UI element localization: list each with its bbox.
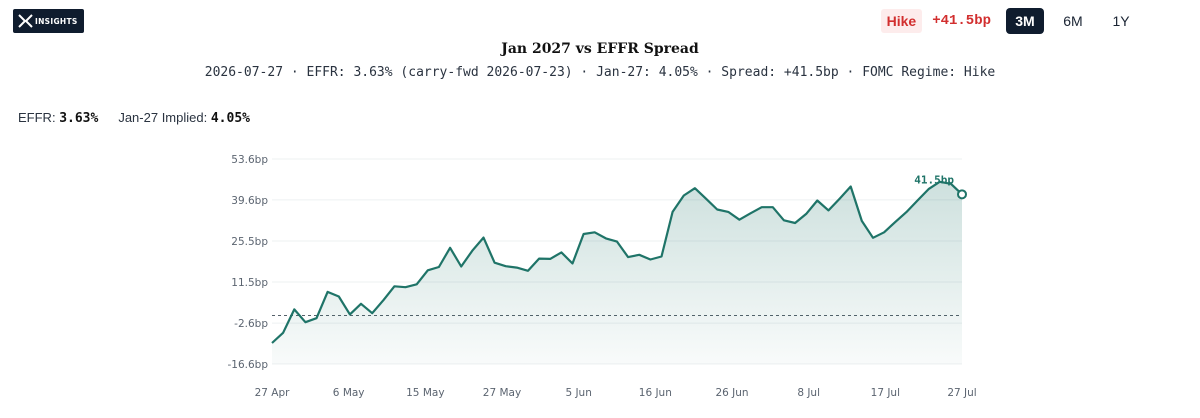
data-point: [782, 218, 786, 222]
effr-value: 3.63%: [59, 111, 99, 126]
x-tick-label: 17 Jul: [871, 387, 900, 399]
data-point: [893, 220, 897, 224]
data-point: [526, 269, 530, 273]
insights-logo[interactable]: INSIGHTS: [13, 9, 84, 33]
data-point: [637, 253, 641, 257]
data-point: [582, 232, 586, 236]
spread-line: [271, 180, 963, 344]
x-tick-label: 26 Jun: [715, 387, 748, 399]
y-tick-label: 25.5bp: [231, 236, 268, 248]
data-point: [570, 262, 574, 266]
data-point: [381, 298, 385, 302]
data-point: [359, 302, 363, 306]
x-tick-label: 16 Jun: [639, 387, 672, 399]
data-point: [392, 284, 396, 288]
data-point: [559, 250, 563, 254]
data-point: [660, 255, 664, 259]
data-point: [737, 218, 741, 222]
data-point: [270, 341, 274, 345]
data-point: [760, 205, 764, 209]
x-logo-icon: [18, 14, 33, 28]
data-point: [281, 331, 285, 335]
x-tick-label: 27 May: [483, 387, 521, 399]
y-tick-label: 39.6bp: [231, 195, 268, 207]
header-controls: Hike +41.5bp 3M 6M 1Y: [880, 8, 1140, 34]
data-point: [882, 230, 886, 234]
data-point: [481, 236, 485, 240]
data-point: [904, 210, 908, 214]
data-point: [927, 187, 931, 191]
x-tick-label: 15 May: [406, 387, 444, 399]
data-point: [704, 197, 708, 201]
data-point: [415, 282, 419, 286]
data-point: [437, 265, 441, 269]
y-tick-label: 53.6bp: [231, 154, 268, 166]
effr-label: EFFR:: [18, 110, 56, 125]
data-point: [537, 257, 541, 261]
data-point: [303, 320, 307, 324]
data-point: [337, 295, 341, 299]
end-marker: [957, 189, 967, 200]
data-point: [693, 186, 697, 190]
data-point: [793, 221, 797, 225]
x-tick-label: 27 Apr: [255, 387, 291, 399]
data-point: [370, 311, 374, 315]
data-point: [348, 312, 352, 316]
spread-badge: +41.5bp: [932, 13, 991, 29]
data-point: [470, 249, 474, 253]
data-point: [860, 219, 864, 223]
y-tick-label: 11.5bp: [231, 277, 268, 289]
data-point: [626, 255, 630, 259]
data-point: [849, 184, 853, 188]
data-point: [815, 198, 819, 202]
data-point: [426, 268, 430, 272]
data-point: [548, 257, 552, 261]
data-point: [459, 264, 463, 268]
chart-title: Jan 2027 vs EFFR Spread: [501, 41, 699, 57]
data-point: [648, 257, 652, 261]
regime-badge: Hike: [880, 9, 923, 33]
data-point: [749, 211, 753, 215]
data-point: [515, 266, 519, 270]
effr-readout: EFFR: 3.63%: [18, 110, 98, 126]
x-tick-label: 6 May: [333, 387, 365, 399]
range-button-6m[interactable]: 6M: [1063, 13, 1083, 29]
range-button-3m[interactable]: 3M: [1006, 8, 1044, 34]
data-point: [615, 240, 619, 244]
data-point: [493, 261, 497, 265]
x-tick-label: 8 Jul: [797, 387, 820, 399]
data-point: [915, 198, 919, 202]
data-point: [726, 210, 730, 214]
implied-value: 4.05%: [210, 111, 250, 126]
data-point: [838, 197, 842, 201]
y-tick-label: -2.6bp: [234, 318, 268, 330]
data-point: [404, 285, 408, 289]
data-point: [826, 208, 830, 212]
y-tick-label: -16.6bp: [228, 359, 269, 371]
data-point: [326, 290, 330, 294]
data-point: [771, 205, 775, 209]
data-point: [682, 194, 686, 198]
data-point: [871, 236, 875, 240]
data-point: [671, 210, 675, 214]
data-point: [715, 208, 719, 212]
data-point: [504, 264, 508, 268]
x-tick-label: 27 Jul: [947, 387, 976, 399]
data-point: [804, 212, 808, 216]
chart-subtitle: 2026-07-27 · EFFR: 3.63% (carry-fwd 2026…: [204, 65, 996, 80]
implied-readout: Jan-27 Implied: 4.05%: [118, 110, 250, 126]
spread-area: [272, 181, 962, 364]
data-point: [448, 246, 452, 250]
logo-text: INSIGHTS: [35, 16, 78, 26]
value-readout: EFFR: 3.63% Jan-27 Implied: 4.05%: [18, 110, 250, 126]
data-point: [593, 230, 597, 234]
data-point: [604, 236, 608, 240]
range-button-1y[interactable]: 1Y: [1112, 13, 1130, 29]
data-point: [315, 316, 319, 320]
data-point: [292, 307, 296, 311]
x-tick-label: 5 Jun: [565, 387, 591, 399]
end-value-label: 41.5bp: [914, 173, 954, 186]
implied-label: Jan-27 Implied:: [118, 110, 208, 125]
